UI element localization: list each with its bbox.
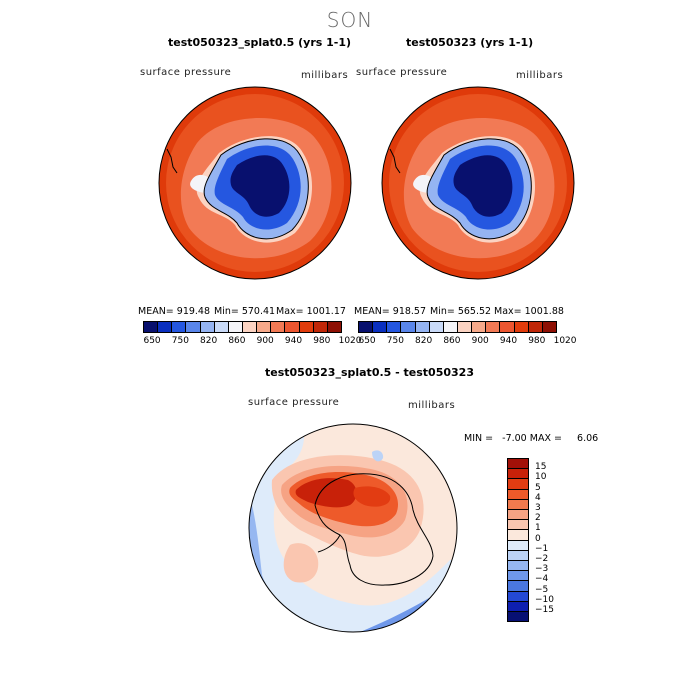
colorbar-cell	[358, 321, 374, 333]
diff-colorbar-label: 2	[535, 513, 541, 524]
colorbar-cell	[284, 321, 300, 333]
left-units-label: millibars	[301, 70, 349, 81]
colorbar-tick-label: 820	[200, 336, 218, 346]
left-field-label: surface pressure	[140, 67, 232, 78]
season-title: SON	[326, 8, 374, 32]
colorbar-cell	[256, 321, 272, 333]
colorbar-tick-label: 900	[256, 336, 274, 346]
colorbar-cell	[213, 321, 229, 333]
colorbar-cell	[185, 321, 201, 333]
diff-colorbar-label: −15	[535, 605, 554, 615]
left-colorbar	[143, 321, 342, 333]
colorbar-cell	[414, 321, 430, 333]
diff-colorbar-label: 3	[535, 503, 541, 513]
diff-colorbar-label: −1	[535, 543, 549, 554]
diff-colorbar-label: 4	[535, 492, 541, 503]
diff-colorbar-label: 1	[535, 523, 541, 534]
right-field-label: surface pressure	[356, 67, 448, 78]
diff-colorbar-label: −3	[535, 564, 549, 575]
diff-colorbar-label: 10	[535, 472, 547, 483]
colorbar-tick-label: 1020	[553, 336, 577, 346]
colorbar-tick-label: 980	[528, 336, 546, 346]
colorbar-cell	[171, 321, 187, 333]
colorbar-tick-label: 650	[358, 336, 376, 346]
colorbar-cell	[199, 321, 215, 333]
diff-units-label: millibars	[408, 400, 456, 411]
colorbar-cell	[326, 321, 342, 333]
colorbar-tick-label: 940	[499, 336, 518, 346]
colorbar-cell	[457, 321, 473, 333]
colorbar-tick-label: 940	[284, 336, 303, 346]
diff-min-max: MIN = -7.00 MAX = 6.06	[464, 433, 599, 444]
colorbar-cell	[513, 321, 529, 333]
right-max-stat: Max= 1001.88	[494, 306, 564, 317]
colorbar-tick-label: 750	[386, 336, 404, 346]
left-mean-stat: MEAN= 919.48	[138, 306, 211, 317]
colorbar-cell	[242, 321, 258, 333]
colorbar-tick-label: 1020	[338, 336, 362, 346]
colorbar-tick-label: 750	[171, 336, 189, 346]
colorbar-tick-label: 820	[415, 336, 433, 346]
colorbar-cell	[227, 321, 243, 333]
left-max-stat: Max= 1001.17	[276, 306, 346, 317]
colorbar-cell	[442, 321, 458, 333]
colorbar-cell	[157, 321, 173, 333]
diff-colorbar-label: 5	[535, 482, 541, 493]
colorbar-cell	[400, 321, 416, 333]
colorbar-cell	[372, 321, 388, 333]
colorbar-tick-label: 860	[443, 336, 461, 346]
diff-panel-title: test050323_splat0.5 - test050323	[265, 366, 474, 379]
diff-field-label: surface pressure	[248, 397, 340, 408]
colorbar-cell	[312, 321, 328, 333]
right-units-label: millibars	[516, 70, 564, 81]
right-colorbar	[358, 321, 557, 333]
colorbar-tick-label: 860	[228, 336, 246, 346]
colorbar-cell	[485, 321, 501, 333]
colorbar-tick-label: 900	[471, 336, 489, 346]
colorbar-tick-label: 650	[143, 336, 161, 346]
right-panel-title: test050323 (yrs 1-1)	[406, 36, 534, 49]
right-min-stat: Min= 565.52	[430, 306, 492, 317]
diff-colorbar-label: −10	[535, 594, 554, 605]
left-panel-title: test050323_splat0.5 (yrs 1-1)	[168, 36, 352, 49]
colorbar-cell	[541, 321, 557, 333]
diff-colorbar-label: −4	[535, 574, 549, 585]
colorbar-cell	[428, 321, 444, 333]
colorbar-cell	[143, 321, 159, 333]
diff-colorbar-cell	[507, 611, 529, 623]
colorbar-cell	[499, 321, 515, 333]
colorbar-cell	[386, 321, 402, 333]
colorbar-cell	[471, 321, 487, 333]
colorbar-cell	[527, 321, 543, 333]
diff-colorbar-label: −5	[535, 584, 549, 595]
colorbar-cell	[298, 321, 314, 333]
left-min-stat: Min= 570.41	[214, 306, 276, 317]
diff-colorbar-label: 15	[535, 462, 547, 473]
diff-colorbar-label: 0	[535, 533, 541, 544]
colorbar-cell	[270, 321, 286, 333]
right-mean-stat: MEAN= 918.57	[354, 306, 427, 317]
diff-colorbar-label: −2	[535, 554, 549, 564]
colorbar-tick-label: 980	[313, 336, 331, 346]
